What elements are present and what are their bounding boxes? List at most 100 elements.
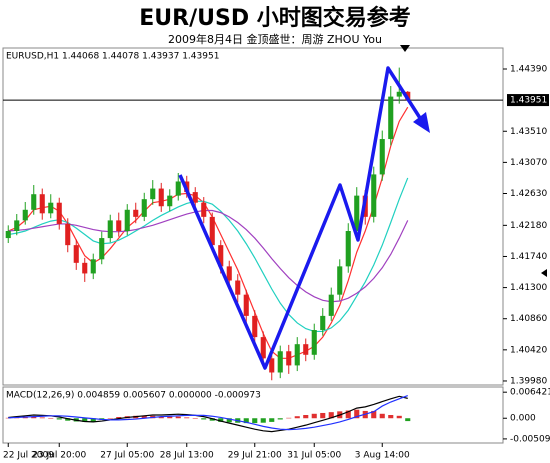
histogram-bar [260,418,266,423]
candle-body [311,330,317,355]
candle-body [141,199,147,217]
histogram-bar [48,418,54,419]
candle-body [48,202,54,214]
y-tick-label: 1.39980 [510,376,547,386]
x-tick-label: 3 Aug 14:00 [355,451,410,461]
candle-body [31,194,37,210]
histogram-bar [82,418,88,422]
x-tick-label: 29 Jul 21:00 [228,451,282,461]
candle-body [107,220,113,239]
histogram-bar [269,418,275,422]
candle-body [5,231,11,239]
candle-body [116,220,122,232]
histogram-bar [5,417,11,419]
chart-subtitle: 2009年8月4日 金顶盛世：周游 ZHOU You [168,32,382,46]
y-tick-label: 1.41740 [510,252,547,262]
y-tick-label: 0.000 [510,414,536,424]
candle-body [99,238,105,260]
candle-body [252,315,258,338]
y-tick-label: -0.00509 [510,434,550,444]
line-series [8,394,408,431]
y-tick-label: 1.42630 [510,189,547,199]
candle-body [65,223,71,246]
main-label: EURUSD,H1 1.44068 1.44078 1.43937 1.4395… [6,52,219,62]
histogram-bar [175,416,181,419]
candle-body [73,245,79,263]
histogram-bar [252,418,258,424]
histogram-bar [201,418,207,420]
candle-body [328,294,334,316]
x-tick-label: 22 Jul 2009 [3,451,54,461]
histogram-bar [116,417,122,419]
price-box [507,94,549,107]
histogram-bar [328,412,334,419]
candle-body [150,188,156,200]
candle-body [201,202,207,217]
line-series [8,395,408,433]
histogram-bar [107,418,113,419]
histogram-bar [141,415,147,419]
histogram-bar [388,415,394,419]
y-tick-label: 1.41300 [510,283,547,293]
candle-body [124,209,130,232]
candle-body [226,266,232,281]
histogram-bar [345,410,351,419]
price-label: 1.43951 [510,96,547,106]
histogram-bar [396,415,402,419]
histogram-bar [65,418,71,421]
histogram-bar [209,418,215,421]
histogram-bar [243,418,249,424]
histogram-bar [31,416,37,419]
histogram-bar [303,415,309,419]
histogram-bar [371,410,377,419]
candle-body [167,195,173,207]
histogram-bar [405,418,411,422]
candle-body [209,216,215,246]
histogram-bar [286,417,292,419]
candle-body [286,351,292,366]
candle-body [243,294,249,316]
histogram-bar [277,418,283,420]
candle-body [345,231,351,267]
histogram-bar [320,412,326,419]
candle-body [337,266,343,295]
candle-body [269,358,275,373]
candle-body [22,209,28,221]
candle-body [90,259,96,274]
histogram-bar [354,409,360,419]
candle-body [396,91,402,97]
histogram-bar [192,418,198,419]
candle-body [388,96,394,140]
histogram-bar [184,417,190,419]
line-series [8,209,409,303]
candle-body [277,351,283,373]
histogram-bar [90,418,96,422]
candle-body [294,344,300,366]
candle-body [56,202,62,224]
chart-title: EUR/USD 小时图交易参考 [139,5,411,31]
candle-body [379,139,385,175]
macd-label: MACD(12,26,9) 0.004859 0.005607 0.000000… [6,391,261,401]
y-tick-label: 1.40420 [510,345,547,355]
candle-body [158,188,164,207]
macd-frame [2,386,504,444]
histogram-bar [218,418,224,422]
y-tick-label: 1.42180 [510,221,547,231]
candle-body [192,192,198,203]
candle-body [235,280,241,295]
histogram-bar [167,416,173,419]
scale-marker [541,269,547,277]
candle-body [371,174,377,217]
x-tick-label: 27 Jul 05:00 [100,451,154,461]
histogram-bar [226,418,232,423]
candle-body [39,194,45,214]
y-tick-label: 1.44390 [510,65,547,75]
x-tick-label: 23 Jul 20:00 [32,451,86,461]
arrow-head [413,112,430,133]
x-tick-label: 28 Jul 13:00 [160,451,214,461]
candle-body [14,220,20,232]
candle-body [175,181,181,196]
candle-body [303,344,309,355]
shift-marker [400,45,410,52]
